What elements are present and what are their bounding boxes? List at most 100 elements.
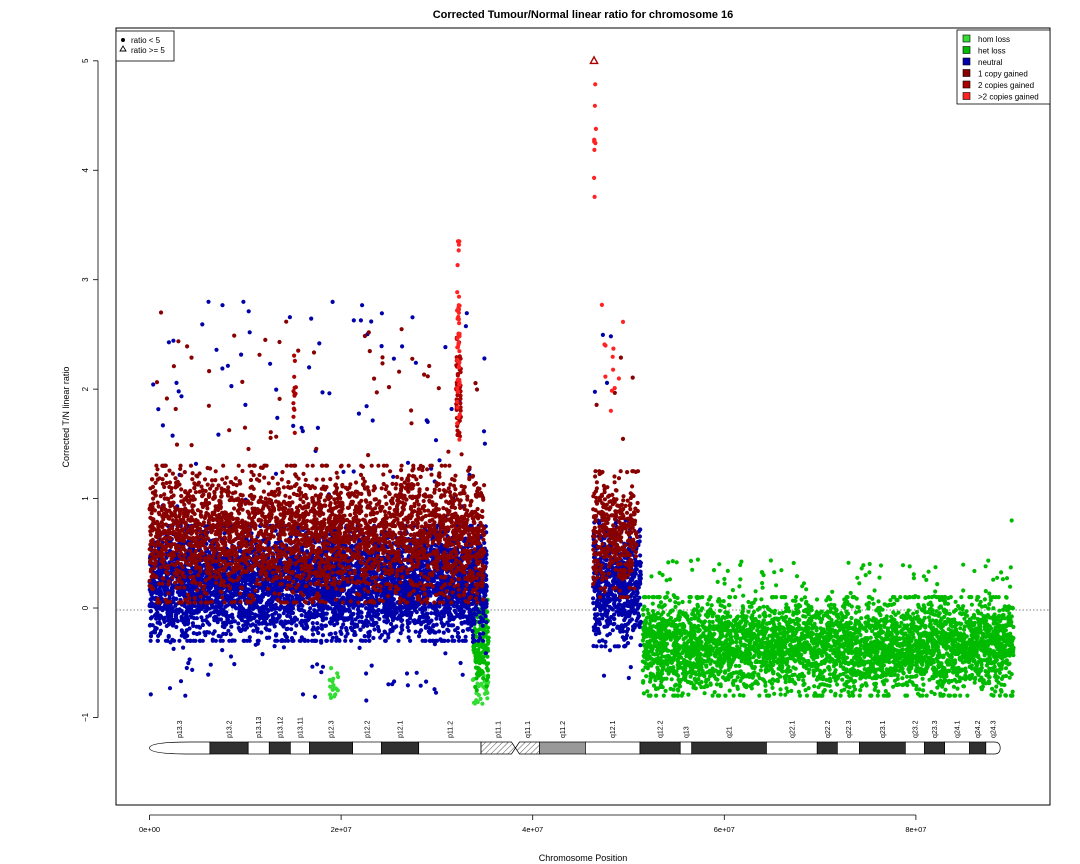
data-point xyxy=(931,637,936,642)
data-point xyxy=(959,621,964,627)
data-point xyxy=(807,634,812,639)
data-point xyxy=(668,637,673,642)
data-point xyxy=(795,616,800,622)
data-point xyxy=(785,649,790,654)
data-point xyxy=(170,433,175,438)
data-point xyxy=(1004,595,1009,600)
data-point xyxy=(918,655,924,660)
data-point xyxy=(806,658,811,664)
data-point xyxy=(713,676,718,681)
data-point xyxy=(740,675,745,680)
data-point xyxy=(964,634,969,639)
data-point xyxy=(892,672,897,677)
data-point xyxy=(910,674,915,679)
data-point xyxy=(976,595,981,600)
data-point xyxy=(883,653,888,658)
data-point xyxy=(702,619,708,624)
data-point xyxy=(899,642,904,647)
data-point xyxy=(793,681,798,686)
data-point xyxy=(733,595,738,600)
data-point xyxy=(676,601,681,606)
data-point xyxy=(661,693,666,698)
data-point xyxy=(644,674,649,679)
data-point xyxy=(856,605,861,610)
data-point xyxy=(702,691,707,696)
data-point xyxy=(841,671,846,677)
data-point xyxy=(754,679,759,685)
data-point xyxy=(737,584,742,589)
data-point xyxy=(949,678,954,684)
data-point xyxy=(657,570,662,576)
data-point xyxy=(760,625,766,630)
data-point xyxy=(887,646,892,651)
data-point xyxy=(783,676,788,682)
data-point xyxy=(761,636,766,641)
data-point xyxy=(753,589,758,594)
data-point xyxy=(675,653,680,658)
data-point xyxy=(967,676,973,682)
data-point xyxy=(918,666,924,672)
data-point xyxy=(655,611,661,616)
data-point xyxy=(999,689,1004,694)
data-point xyxy=(727,595,733,600)
data-point xyxy=(829,617,834,622)
data-point xyxy=(755,607,761,612)
data-point xyxy=(901,670,906,675)
data-point xyxy=(478,696,483,702)
data-point xyxy=(934,645,939,650)
data-point xyxy=(801,674,807,679)
data-point xyxy=(725,637,730,642)
data-point xyxy=(804,693,810,698)
data-point xyxy=(661,665,666,670)
data-point xyxy=(729,635,734,640)
data-point xyxy=(653,624,658,629)
data-point xyxy=(479,657,484,662)
data-point xyxy=(847,693,852,698)
data-point xyxy=(875,693,880,698)
data-point xyxy=(672,630,677,635)
data-point xyxy=(817,611,822,616)
data-point xyxy=(896,610,901,615)
data-point xyxy=(834,652,839,657)
data-point xyxy=(1007,675,1012,680)
data-point xyxy=(691,627,696,632)
data-point xyxy=(800,647,805,653)
data-point xyxy=(809,608,814,613)
data-point xyxy=(767,633,772,638)
data-point xyxy=(919,671,924,677)
data-point xyxy=(756,672,761,677)
data-point xyxy=(744,683,749,688)
data-point xyxy=(716,659,721,665)
data-point xyxy=(655,686,661,691)
data-point xyxy=(731,653,736,659)
data-point xyxy=(879,656,884,662)
data-point xyxy=(881,693,886,698)
data-point xyxy=(668,615,674,621)
data-point xyxy=(886,693,891,698)
data-point xyxy=(975,627,980,632)
data-point xyxy=(820,670,825,675)
data-point xyxy=(651,651,656,656)
data-point xyxy=(877,575,882,580)
data-point xyxy=(943,640,948,646)
data-point xyxy=(993,616,998,621)
data-point xyxy=(688,664,693,669)
data-point xyxy=(796,643,801,648)
data-point xyxy=(868,661,873,666)
data-point xyxy=(825,631,830,636)
data-point xyxy=(473,684,478,690)
data-point xyxy=(734,640,739,645)
data-point xyxy=(931,658,936,663)
data-point xyxy=(933,641,939,646)
data-point xyxy=(981,641,986,646)
data-point xyxy=(967,595,972,600)
data-point xyxy=(693,636,698,641)
data-point xyxy=(981,658,987,663)
data-point xyxy=(811,651,817,656)
data-point xyxy=(796,625,802,630)
data-point xyxy=(476,684,481,689)
data-point xyxy=(662,626,668,631)
data-point xyxy=(871,601,876,606)
data-point xyxy=(999,682,1004,687)
data-point xyxy=(921,682,926,687)
